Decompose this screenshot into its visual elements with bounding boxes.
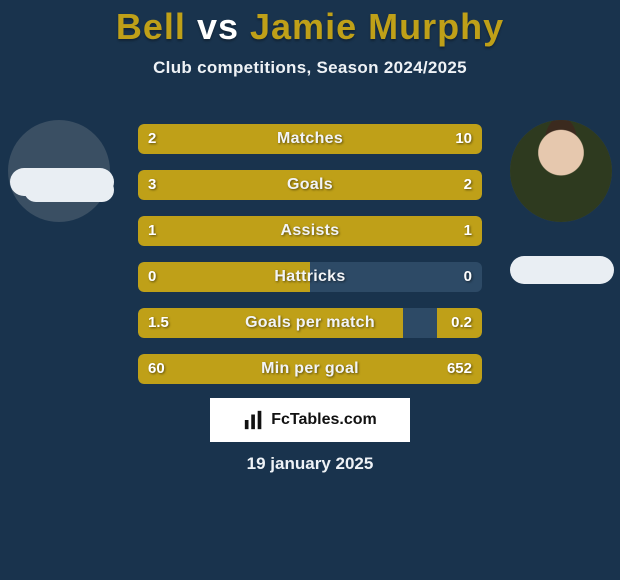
bars-icon [243,409,265,431]
stat-value-left: 0 [148,262,156,292]
stat-value-right: 0 [464,262,472,292]
player1-pill-region [0,112,130,312]
logo-text: FcTables.com [271,411,377,429]
date-label: 19 january 2025 [0,454,620,474]
subtitle: Club competitions, Season 2024/2025 [0,58,620,78]
stat-row: Goals per match1.5 0.2 [138,308,482,338]
stat-label: Matches [138,124,482,154]
stat-row: Hattricks0 0 [138,262,482,292]
vs-label: vs [197,6,239,47]
stat-label: Goals per match [138,308,482,338]
stat-value-right: 10 [455,124,472,154]
stat-value-left: 60 [148,354,165,384]
stat-label: Hattricks [138,262,482,292]
stats-bars: Matches210Goals32Assists11Hattricks00Goa… [138,124,482,400]
page-title: Bell vs Jamie Murphy [0,0,620,48]
stat-value-left: 1.5 [148,308,169,338]
stat-value-right: 652 [447,354,472,384]
player2-avatar [510,120,612,222]
stat-label: Assists [138,216,482,246]
player2-name: Jamie Murphy [250,6,504,47]
fctables-logo: FcTables.com [210,398,410,442]
player1-name: Bell [116,6,186,47]
stat-row: Assists1 1 [138,216,482,246]
stat-row: Matches2 10 [138,124,482,154]
stat-value-right: 2 [464,170,472,200]
stat-label: Min per goal [138,354,482,384]
stat-value-right: 0.2 [451,308,472,338]
player1-pill-2 [24,178,114,202]
stat-row: Min per goal60 652 [138,354,482,384]
stat-row: Goals3 2 [138,170,482,200]
stat-value-left: 2 [148,124,156,154]
player2-club-pill [510,256,614,284]
stat-label: Goals [138,170,482,200]
stat-value-right: 1 [464,216,472,246]
stat-value-left: 1 [148,216,156,246]
stat-value-left: 3 [148,170,156,200]
